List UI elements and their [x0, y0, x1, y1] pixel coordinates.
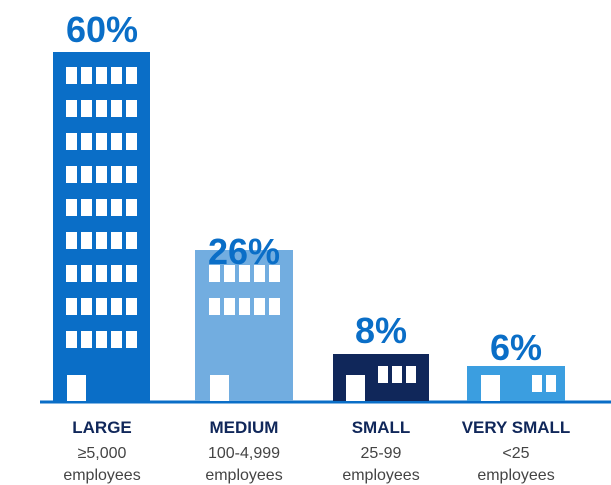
window — [96, 100, 107, 117]
category-label: SMALL — [352, 418, 411, 437]
window — [96, 199, 107, 216]
bars-group — [53, 52, 565, 401]
window — [111, 331, 122, 348]
category-label: MEDIUM — [210, 418, 279, 437]
labels-group: 60% 26% 8% 6% LARGE MEDIUM SMALL VERY SM… — [63, 9, 570, 484]
window — [111, 166, 122, 183]
window — [532, 375, 542, 392]
window — [96, 166, 107, 183]
window — [111, 67, 122, 84]
range-label: <25 — [502, 445, 529, 462]
range-label: 100-4,999 — [208, 445, 280, 462]
window — [392, 366, 402, 383]
value-label: 26% — [208, 231, 280, 272]
window — [111, 133, 122, 150]
door — [346, 375, 365, 401]
unit-label: employees — [342, 467, 419, 484]
window — [66, 232, 77, 249]
window — [254, 298, 265, 315]
window — [66, 298, 77, 315]
window — [81, 67, 92, 84]
window — [254, 265, 265, 282]
window — [66, 100, 77, 117]
window — [224, 298, 235, 315]
window — [66, 265, 77, 282]
category-label: VERY SMALL — [462, 418, 571, 437]
window — [66, 166, 77, 183]
window — [126, 199, 137, 216]
window — [96, 331, 107, 348]
range-label: ≥5,000 — [78, 445, 127, 462]
window — [209, 298, 220, 315]
window — [66, 199, 77, 216]
window — [378, 366, 388, 383]
window — [546, 375, 556, 392]
window — [81, 199, 92, 216]
window — [81, 331, 92, 348]
window — [126, 133, 137, 150]
window — [66, 67, 77, 84]
window — [111, 298, 122, 315]
window — [81, 265, 92, 282]
window — [126, 298, 137, 315]
window — [126, 232, 137, 249]
range-label: 25-99 — [361, 445, 402, 462]
window — [126, 166, 137, 183]
window — [96, 298, 107, 315]
window — [96, 265, 107, 282]
door — [210, 375, 229, 401]
window — [81, 166, 92, 183]
window — [81, 133, 92, 150]
window — [239, 298, 250, 315]
window — [126, 331, 137, 348]
window — [81, 232, 92, 249]
window — [269, 265, 280, 282]
window — [209, 265, 220, 282]
window — [406, 366, 416, 383]
category-label: LARGE — [72, 418, 132, 437]
unit-label: employees — [205, 467, 282, 484]
value-label: 8% — [355, 310, 407, 351]
window — [66, 331, 77, 348]
unit-label: employees — [477, 467, 554, 484]
window — [111, 199, 122, 216]
value-label: 6% — [490, 327, 542, 368]
door — [67, 375, 86, 401]
window — [96, 133, 107, 150]
window — [81, 100, 92, 117]
window — [66, 133, 77, 150]
window — [224, 265, 235, 282]
window — [96, 232, 107, 249]
value-label: 60% — [66, 9, 138, 50]
unit-label: employees — [63, 467, 140, 484]
window — [111, 232, 122, 249]
window — [126, 265, 137, 282]
door — [481, 375, 500, 401]
window — [126, 67, 137, 84]
window — [96, 67, 107, 84]
window — [269, 298, 280, 315]
window — [239, 265, 250, 282]
window — [111, 265, 122, 282]
window — [81, 298, 92, 315]
window — [111, 100, 122, 117]
window — [126, 100, 137, 117]
